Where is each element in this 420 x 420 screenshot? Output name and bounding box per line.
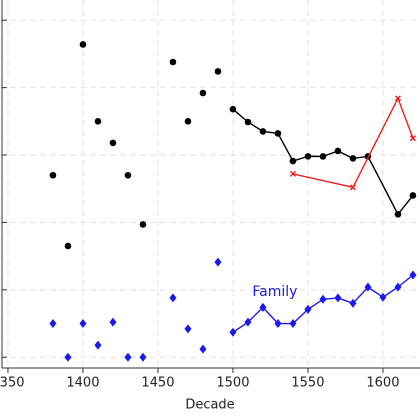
- x-tick-label: 1500: [216, 376, 249, 391]
- point: [244, 118, 252, 126]
- x-tick-label: 1550: [291, 376, 324, 391]
- point: [409, 135, 416, 142]
- point: [64, 242, 72, 250]
- point: [199, 344, 207, 354]
- x-tick-label: 1600: [366, 376, 399, 391]
- point: [64, 352, 72, 362]
- point: [184, 118, 192, 125]
- point: [349, 155, 357, 162]
- point: [289, 319, 297, 329]
- point: [259, 128, 267, 135]
- point: [94, 340, 102, 350]
- point: [124, 171, 132, 179]
- point: [49, 319, 57, 329]
- point: [79, 41, 87, 48]
- point: [94, 118, 102, 125]
- point: [289, 170, 296, 177]
- point: [214, 257, 222, 267]
- x-axis-label: Decade: [185, 398, 234, 413]
- point: [349, 184, 356, 191]
- point: [169, 293, 177, 303]
- point: [274, 319, 282, 329]
- point: [394, 211, 402, 218]
- x-tick-label: 1400: [66, 376, 99, 391]
- point: [169, 58, 177, 66]
- point: [319, 153, 327, 160]
- series-line: [232, 108, 414, 216]
- point: [184, 324, 192, 334]
- point: [334, 293, 342, 303]
- point: [199, 89, 207, 97]
- point: [139, 352, 147, 362]
- point: [109, 317, 117, 327]
- point: [259, 302, 267, 312]
- point: [379, 292, 387, 302]
- series-line: [292, 96, 414, 189]
- point: [349, 298, 357, 308]
- point: [409, 192, 417, 199]
- point: [214, 68, 222, 75]
- point: [304, 304, 312, 314]
- point: [289, 157, 297, 165]
- point: [244, 317, 252, 327]
- point: [139, 221, 147, 228]
- point: [229, 327, 237, 337]
- point: [79, 319, 87, 329]
- point: [304, 153, 312, 160]
- point: [229, 105, 237, 113]
- point: [124, 352, 132, 362]
- point: [409, 270, 417, 280]
- x-tick-label: 1450: [141, 376, 174, 391]
- point: [394, 95, 401, 102]
- point: [394, 282, 402, 292]
- x-tick-label: 1350: [0, 376, 24, 391]
- point: [109, 139, 117, 147]
- point: [274, 130, 282, 137]
- annotation: Family: [252, 284, 297, 300]
- point: [364, 282, 372, 292]
- point: [49, 171, 57, 179]
- point: [334, 147, 342, 155]
- point: [319, 294, 327, 304]
